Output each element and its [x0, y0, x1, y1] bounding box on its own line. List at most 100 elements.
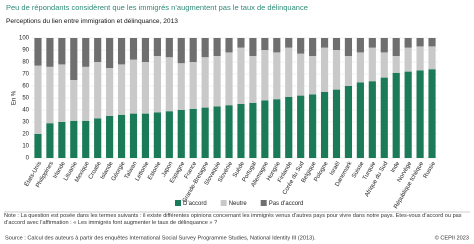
bar-segment — [392, 38, 400, 56]
y-tick-label: 80 — [22, 60, 29, 66]
bar-segment — [237, 104, 245, 158]
bar-segment — [165, 38, 173, 58]
legend-swatch — [260, 200, 267, 206]
x-tick-label: Russie — [423, 160, 438, 179]
bar-segment — [34, 134, 42, 158]
bar-segment — [261, 100, 269, 158]
bar-segment — [249, 56, 257, 103]
bar-segment — [82, 38, 90, 67]
bar-segment — [165, 57, 173, 112]
y-tick-label: 70 — [22, 72, 29, 78]
y-axis-label: En % — [12, 90, 18, 105]
bar-segment — [58, 38, 66, 65]
bar-segment — [213, 38, 221, 56]
bar-segment — [320, 47, 329, 92]
bar-segment — [94, 118, 102, 158]
bar-segment — [404, 38, 412, 48]
legend-swatch — [220, 200, 227, 206]
bar-segment — [189, 62, 197, 109]
bar-segment — [213, 106, 221, 158]
bar-segment — [153, 38, 161, 56]
bar-segment — [46, 38, 54, 67]
bar-segment — [404, 47, 412, 72]
bar-segment — [201, 107, 209, 158]
bar-segment — [177, 38, 185, 64]
bar-segment — [189, 108, 197, 158]
bar-segment — [356, 82, 364, 158]
copyright: © CEPII 2023 — [435, 234, 469, 241]
y-tick-label: 30 — [22, 120, 29, 126]
bar-segment — [309, 94, 317, 158]
bar-segment — [273, 99, 281, 158]
bar-segment — [201, 57, 209, 108]
bar-segment — [416, 70, 424, 158]
bar-segment — [380, 77, 388, 158]
bar-segment — [285, 38, 293, 48]
bar-segment — [404, 71, 412, 158]
bar-segment — [344, 86, 353, 158]
bar-segment — [368, 81, 376, 158]
bar-segment — [94, 62, 102, 119]
bar-segment — [237, 38, 245, 48]
bar-segment — [70, 120, 78, 158]
bar-segment — [225, 105, 233, 158]
y-tick-label: 10 — [22, 144, 29, 150]
bar-segment — [94, 38, 102, 62]
bar-segment — [129, 113, 138, 158]
bar-segment — [46, 123, 54, 158]
bar-segment — [141, 38, 150, 62]
bar-segment — [117, 38, 126, 65]
bar-segment — [201, 38, 209, 58]
chart-title: Peu de répondants considèrent que les im… — [6, 3, 308, 12]
bar-segment — [344, 56, 353, 86]
bar-segment — [428, 46, 436, 70]
bar-segment — [106, 116, 114, 158]
bar-segment — [225, 38, 233, 53]
bar-segment — [129, 38, 138, 60]
bar-segment — [356, 38, 364, 53]
bar-segment — [356, 52, 364, 83]
bar-segment — [153, 56, 161, 113]
bar-segment — [249, 102, 257, 158]
bar-segment — [153, 112, 161, 158]
note-box: Note : La question est posée dans les te… — [4, 213, 462, 226]
bar-segment — [392, 72, 400, 158]
bar-segment — [70, 80, 78, 121]
bar-segment — [82, 120, 90, 158]
bar-segment — [273, 52, 281, 100]
bar-segment — [332, 38, 341, 50]
bar-segment — [213, 56, 221, 107]
bar-segment — [320, 38, 329, 48]
bar-segment — [380, 38, 388, 53]
bar-segment — [141, 62, 150, 114]
bar-segment — [237, 47, 245, 104]
bar-segment — [70, 38, 78, 80]
y-tick-label: 40 — [22, 108, 29, 114]
bar-segment — [177, 110, 185, 158]
bar-segment — [297, 95, 305, 158]
bar-segment — [297, 38, 305, 54]
bar-segment — [368, 47, 376, 82]
x-tick-label: Inde — [390, 160, 401, 174]
bar-segment — [82, 66, 90, 121]
bar-segment — [285, 47, 293, 97]
bar-segment — [368, 38, 376, 48]
bar-segment — [332, 89, 341, 158]
bar-segment — [285, 96, 293, 158]
y-tick-label: 20 — [22, 132, 29, 138]
legend-label: D’accord — [183, 201, 207, 207]
bar-segment — [320, 92, 329, 158]
bar-segment — [117, 114, 126, 158]
legend-label: Pas d’accord — [269, 201, 304, 207]
y-tick-label: 60 — [22, 84, 29, 90]
bar-segment — [344, 38, 353, 56]
bar-segment — [106, 38, 114, 68]
bar-segment — [428, 69, 436, 158]
legend-swatch — [175, 200, 181, 206]
source: Source : Calcul des auteurs à partir des… — [5, 235, 316, 241]
bar-segment — [332, 50, 341, 90]
bar-segment — [261, 38, 269, 50]
bar-segment — [428, 38, 436, 47]
bar-segment — [34, 38, 42, 66]
